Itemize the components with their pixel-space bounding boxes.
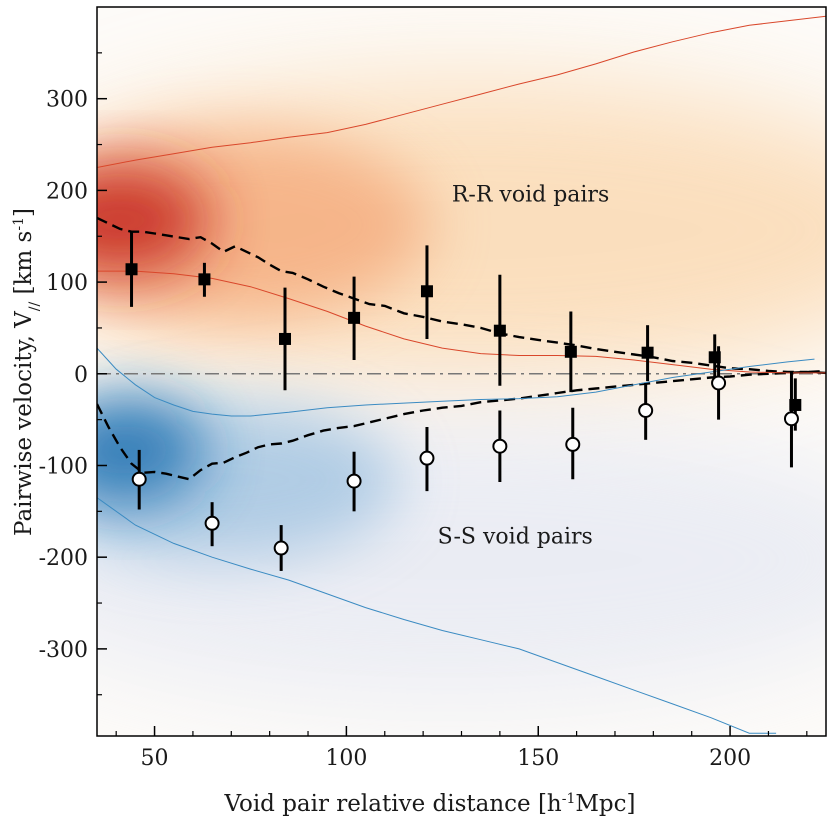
envelope-curve-4 (97, 15, 826, 168)
envelope-curve-7 (97, 497, 777, 734)
y-tick-label: 200 (46, 179, 88, 204)
annotation-ss-void-pairs: S-S void pairs (438, 524, 593, 549)
data-point-square (279, 332, 292, 345)
rr-density-mid (97, 130, 430, 320)
x-tick-label: 200 (709, 746, 751, 771)
data-point-circle (131, 471, 147, 487)
density-background (97, 80, 826, 700)
annotation-rr-void-pairs: R-R void pairs (452, 182, 609, 207)
data-point-circle (711, 375, 727, 391)
ticks-layer: 50 100 150 200 300 200 100 0 -100 -200 -300 (39, 52, 808, 771)
data-point-square (348, 311, 361, 324)
data-point-square (641, 346, 654, 359)
curves-layer (97, 15, 826, 734)
data-point-square (125, 263, 138, 276)
data-point-circle (419, 450, 435, 466)
x-tick-label: 100 (325, 746, 367, 771)
y-tick-label: 100 (46, 271, 88, 296)
data-point-square (564, 345, 577, 358)
ss-density-core (97, 395, 205, 505)
data-point-square (420, 285, 433, 298)
data-point-square (198, 273, 211, 286)
dashed-curve-2 (97, 216, 826, 375)
y-tick-label: 0 (74, 363, 88, 388)
x-axis-label: Void pair relative distance [h-1Mpc] (223, 791, 635, 817)
data-point-circle (565, 436, 581, 452)
rr-density-core (97, 165, 210, 275)
y-tick-label: 300 (46, 88, 88, 113)
y-axis-label: Pairwise velocity, V// [km s-1] (11, 208, 43, 536)
x-tick-label: 50 (141, 746, 169, 771)
data-point-circle (492, 438, 508, 454)
dashed-curve-3 (97, 369, 826, 481)
data-point-square (493, 324, 506, 337)
y-tick-label: -300 (39, 638, 88, 663)
data-point-circle (783, 411, 799, 427)
x-tick-label: 150 (517, 746, 559, 771)
data-point-circle (346, 473, 362, 489)
data-point-circle (204, 515, 220, 531)
y-tick-label: -100 (39, 454, 88, 479)
envelope-curve-5 (97, 270, 826, 374)
data-point-circle (638, 402, 654, 418)
ss-density-mid (97, 400, 400, 560)
data-point-circle (273, 540, 289, 556)
points-layer (125, 230, 802, 571)
y-tick-label: -200 (39, 546, 88, 571)
envelope-curve-6 (97, 347, 815, 417)
